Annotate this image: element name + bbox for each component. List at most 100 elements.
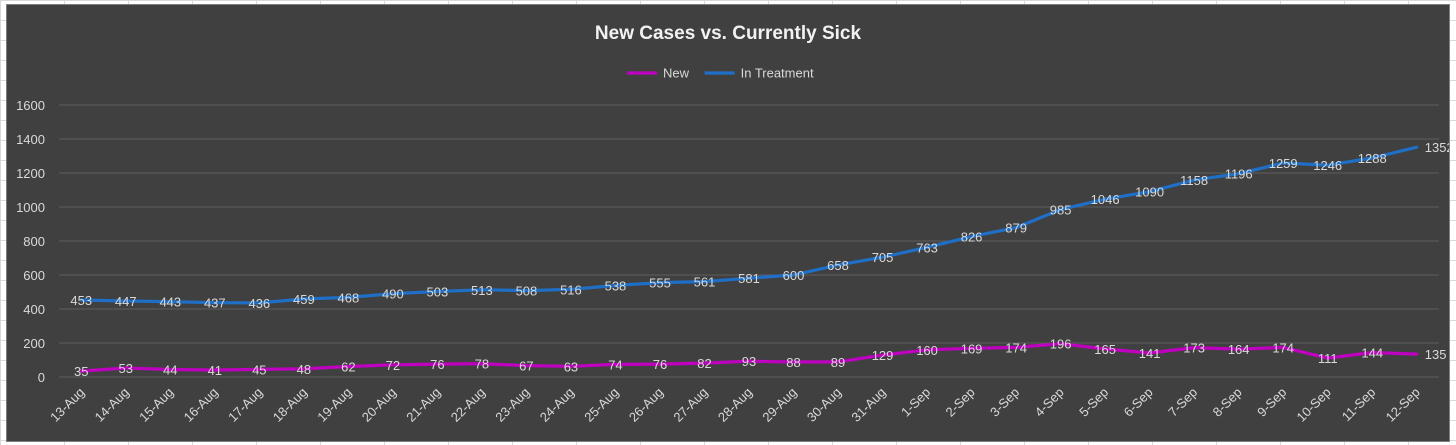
chart-area[interactable]: New Cases vs. Currently Sick New In Treat… <box>6 4 1450 442</box>
data-label: 490 <box>382 287 404 302</box>
legend-label: New <box>663 66 690 81</box>
x-tick-label: 2-Sep <box>943 385 978 420</box>
data-label: 1259 <box>1269 156 1298 171</box>
line-chart: New Cases vs. Currently Sick New In Treat… <box>16 23 1449 425</box>
x-tick-label: 20-Aug <box>359 385 399 425</box>
data-label: 468 <box>338 290 360 305</box>
chart-title: New Cases vs. Currently Sick <box>595 23 862 44</box>
legend-label: In Treatment <box>741 66 814 81</box>
x-tick-label: 25-Aug <box>581 385 621 425</box>
data-label: 503 <box>427 284 449 299</box>
x-tick-label: 5-Sep <box>1076 385 1111 420</box>
x-tick-label: 14-Aug <box>92 385 132 425</box>
data-label: 447 <box>115 294 137 309</box>
series-line-new <box>79 342 1419 373</box>
data-label: 62 <box>341 359 355 374</box>
data-label: 1046 <box>1091 192 1120 207</box>
data-label: 160 <box>916 343 938 358</box>
x-tick-label: 17-Aug <box>225 385 265 425</box>
data-label: 164 <box>1228 342 1250 357</box>
y-tick-label: 1000 <box>16 200 45 215</box>
x-tick-label: 24-Aug <box>537 385 577 425</box>
x-tick-label: 4-Sep <box>1032 385 1067 420</box>
data-label: 705 <box>872 250 894 265</box>
x-tick-label: 28-Aug <box>715 385 755 425</box>
y-tick-label: 1200 <box>16 166 45 181</box>
data-label: 88 <box>786 355 800 370</box>
x-tick-label: 27-Aug <box>670 385 710 425</box>
series-line-in-treatment <box>79 145 1419 305</box>
x-tick-label: 16-Aug <box>181 385 221 425</box>
data-label: 538 <box>605 279 627 294</box>
x-tick-label: 6-Sep <box>1121 385 1156 420</box>
data-label: 89 <box>831 355 845 370</box>
data-label: 513 <box>471 283 493 298</box>
data-label: 35 <box>74 364 88 379</box>
data-label: 508 <box>516 284 538 299</box>
data-label: 1288 <box>1358 151 1387 166</box>
data-label: 111 <box>1318 351 1338 366</box>
y-axis: 0 200 400 600 800 1000 1200 1400 1600 <box>16 98 45 385</box>
y-tick-label: 1400 <box>16 132 45 147</box>
x-tick-label: 23-Aug <box>492 385 532 425</box>
data-label: 453 <box>70 293 92 308</box>
x-tick-label: 15-Aug <box>136 385 176 425</box>
x-tick-label: 8-Sep <box>1210 385 1245 420</box>
data-label: 600 <box>783 268 805 283</box>
data-label: 144 <box>1361 346 1383 361</box>
y-tick-label: 800 <box>23 234 45 249</box>
x-tick-label: 13-Aug <box>47 385 87 425</box>
data-label: 76 <box>430 357 444 372</box>
data-label: 436 <box>248 296 270 311</box>
data-label: 1196 <box>1225 167 1253 182</box>
x-tick-label: 30-Aug <box>804 385 844 425</box>
data-label: 437 <box>204 296 226 311</box>
x-tick-label: 10-Sep <box>1294 385 1334 425</box>
data-label: 141 <box>1139 346 1161 361</box>
y-tick-label: 200 <box>23 336 45 351</box>
data-label: 74 <box>608 357 622 372</box>
data-label: 879 <box>1005 221 1027 236</box>
data-label: 41 <box>208 363 222 378</box>
data-label: 135 <box>1425 347 1447 362</box>
data-label: 1246 <box>1313 158 1342 173</box>
x-tick-label: 12-Sep <box>1383 385 1423 425</box>
data-label: 165 <box>1094 342 1116 357</box>
data-label: 72 <box>386 358 400 373</box>
data-label: 174 <box>1005 340 1027 355</box>
data-label: 826 <box>961 230 983 245</box>
data-labels: 35 53 44 41 45 48 62 72 76 78 67 63 74 76 82 93 88 89 129 1… <box>70 140 1449 379</box>
data-label: 581 <box>738 271 760 286</box>
data-label: 76 <box>653 357 667 372</box>
data-label: 658 <box>827 258 849 273</box>
x-tick-label: 19-Aug <box>314 385 354 425</box>
x-tick-label: 29-Aug <box>759 385 799 425</box>
y-tick-label: 1600 <box>16 98 45 113</box>
series-layer <box>79 145 1419 373</box>
x-tick-label: 3-Sep <box>987 385 1022 420</box>
x-tick-label: 1-Sep <box>898 385 933 420</box>
data-label: 516 <box>560 282 582 297</box>
data-label: 561 <box>694 275 716 290</box>
y-tick-label: 0 <box>38 370 45 385</box>
data-label: 173 <box>1183 341 1205 356</box>
x-tick-label: 22-Aug <box>448 385 488 425</box>
data-label: 129 <box>872 348 894 363</box>
data-label: 459 <box>293 292 315 307</box>
data-label: 555 <box>649 276 671 291</box>
data-label: 53 <box>119 361 133 376</box>
x-tick-label: 26-Aug <box>626 385 666 425</box>
y-tick-label: 400 <box>23 302 45 317</box>
data-label: 48 <box>297 362 311 377</box>
data-label: 1352 <box>1425 140 1449 155</box>
data-label: 78 <box>475 357 489 372</box>
x-tick-label: 21-Aug <box>403 385 443 425</box>
data-label: 169 <box>961 341 983 356</box>
data-label: 763 <box>916 240 938 255</box>
x-tick-label: 11-Sep <box>1339 385 1379 425</box>
data-label: 63 <box>564 359 578 374</box>
data-label: 82 <box>697 356 711 371</box>
data-label: 93 <box>742 354 756 369</box>
data-label: 443 <box>159 295 181 310</box>
x-tick-label: 9-Sep <box>1254 385 1289 420</box>
